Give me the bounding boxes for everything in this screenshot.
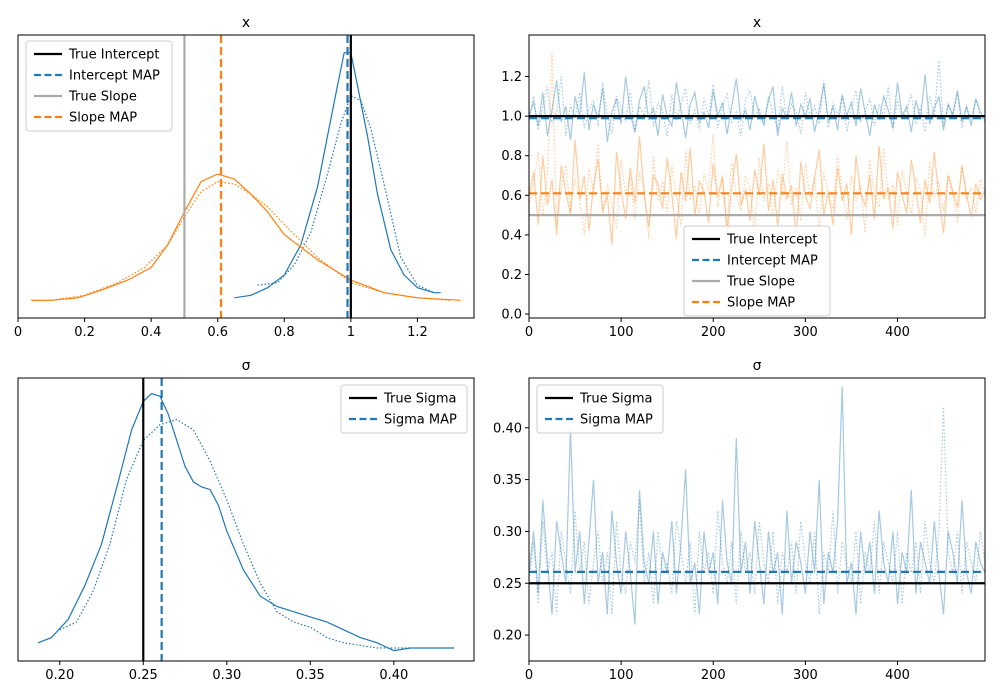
series-line-1 [529, 406, 985, 615]
legend-label: True Sigma [383, 392, 457, 407]
x-tick-label: 0.35 [296, 668, 325, 683]
legend-label: True Intercept [726, 233, 817, 248]
x-tick-label: 400 [885, 325, 910, 340]
axes-frame [528, 34, 986, 319]
y-tick-label: 0.0 [501, 308, 522, 323]
x-tick-label: 200 [701, 668, 726, 683]
legend: True Intercept Intercept MAP True Slope Slo… [683, 225, 831, 317]
legend-label: Intercept MAP [69, 69, 160, 84]
legend-label: Sigma MAP [580, 413, 653, 428]
x-tick-label: 0 [14, 325, 22, 340]
x-tick-label: 1 [347, 325, 355, 340]
legend-label: True Intercept [68, 48, 159, 63]
x-tick-label: 0.25 [129, 668, 158, 683]
panel-posterior-x: 0 0.2 0.4 0.6 0.8 1 1.2 x True Intercept Intercep… [14, 15, 475, 340]
x-tick-label: 0.20 [45, 668, 74, 683]
legend-label: Slope MAP [69, 111, 137, 126]
legend-label: True Sigma [579, 392, 653, 407]
panel-title: x [753, 15, 761, 31]
x-tick-label: 1.2 [407, 325, 428, 340]
y-tick-label: 0.25 [493, 577, 522, 592]
axes-frame [17, 34, 475, 319]
panel-posterior-sigma: 0.20 0.25 0.30 0.35 0.40 σ True Sigma Sigma MAP [17, 358, 475, 683]
plot-area [529, 50, 985, 245]
y-tick-label: 0.8 [501, 149, 522, 164]
panel-title: x [242, 15, 250, 31]
axes-frame [528, 377, 986, 662]
legend: True Sigma Sigma MAP [536, 384, 664, 434]
panel-title: σ [242, 358, 251, 374]
legend-label: Intercept MAP [727, 254, 818, 269]
legend-label: True Slope [68, 90, 137, 105]
x-tick-label: 300 [793, 325, 818, 340]
x-tick-label: 0.4 [141, 325, 162, 340]
x-tick-label: 0.6 [207, 325, 228, 340]
legend-label: Slope MAP [727, 296, 795, 311]
series-line-1 [529, 60, 985, 137]
x-tick-label: 0 [525, 668, 533, 683]
y-tick-label: 0.40 [493, 421, 522, 436]
series-line-1 [257, 94, 435, 294]
y-tick-label: 0.6 [501, 189, 522, 204]
y-tick-label: 0.30 [493, 525, 522, 540]
x-tick-label: 0.40 [379, 668, 408, 683]
x-tick-label: 0.8 [274, 325, 295, 340]
legend: True Intercept Intercept MAP True Slope Slo… [25, 40, 173, 132]
series-line-3 [529, 50, 985, 239]
series-line-0 [234, 52, 441, 299]
panel-title: σ [753, 358, 762, 374]
panel-trace-sigma: 0 100 200 300 400 0.20 0.25 0.30 0.35 0.40 σ True S… [493, 358, 986, 683]
x-tick-label: 100 [609, 325, 634, 340]
panel-trace-x: 0 100 200 300 400 0.0 0.2 0.4 0.6 0.8 1.0 1.2 x True … [501, 15, 986, 340]
legend-box [25, 40, 173, 132]
x-tick-label: 100 [609, 668, 634, 683]
x-tick-label: 0.2 [74, 325, 95, 340]
x-tick-label: 300 [793, 668, 818, 683]
y-tick-label: 1.0 [501, 110, 522, 125]
plot-area [31, 35, 461, 318]
axes-frame [17, 377, 475, 662]
series-line-0 [529, 72, 985, 142]
y-tick-label: 1.2 [501, 70, 522, 85]
x-tick-label: 400 [885, 668, 910, 683]
plot-area [37, 378, 454, 661]
y-tick-label: 0.35 [493, 473, 522, 488]
y-tick-label: 0.20 [493, 629, 522, 644]
x-tick-label: 0.30 [212, 668, 241, 683]
series-line-3 [31, 180, 451, 301]
plot-area [529, 386, 985, 625]
legend-label: Sigma MAP [384, 413, 457, 428]
x-tick-label: 0 [525, 325, 533, 340]
y-tick-label: 0.4 [501, 228, 522, 243]
series-line-2 [529, 135, 985, 245]
x-tick-label: 200 [701, 325, 726, 340]
series-line-0 [37, 392, 454, 652]
y-tick-label: 0.2 [501, 268, 522, 283]
legend-label: True Slope [726, 275, 795, 290]
legend: True Sigma Sigma MAP [340, 384, 468, 434]
series-line-1 [59, 418, 411, 649]
legend-box [683, 225, 831, 317]
